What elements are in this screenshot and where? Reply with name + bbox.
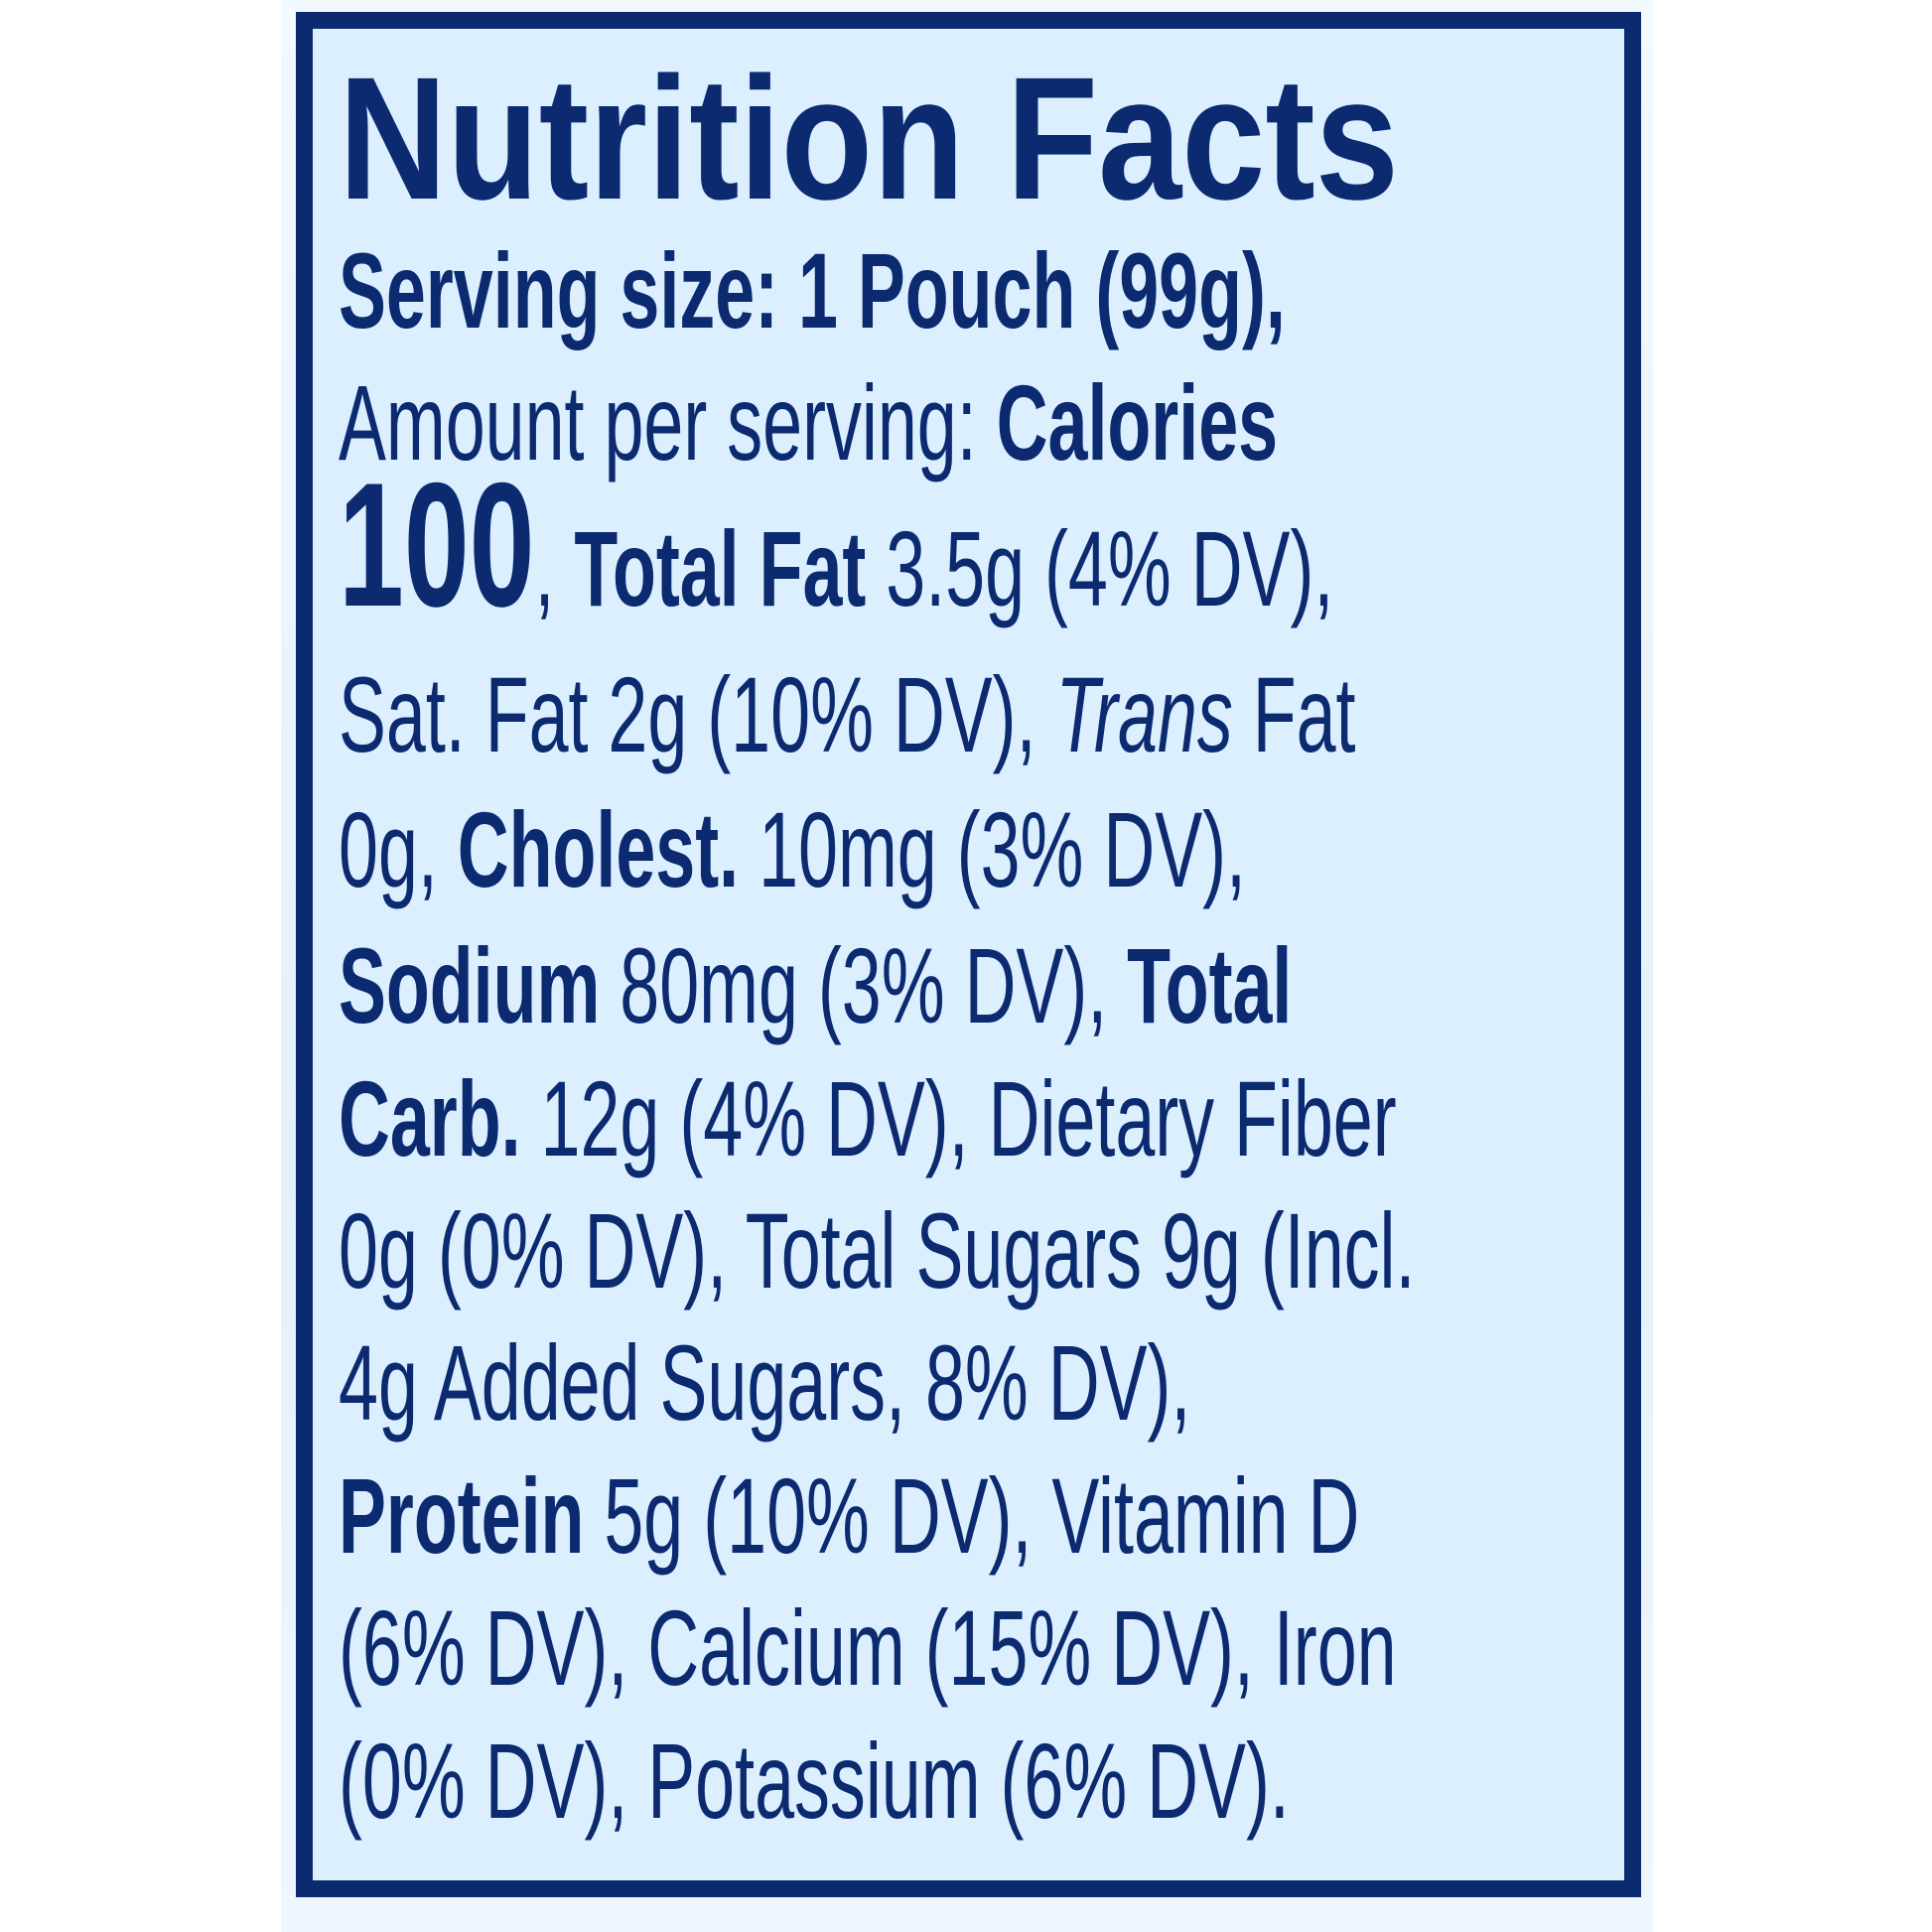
nutrient-name: Total Fat [574, 508, 867, 628]
nutrient-amount: 4g Added Sugars, 8% DV), [339, 1322, 1191, 1443]
nutrition-line: 0g, Cholest. 10mg (3% DV), [339, 796, 1246, 903]
nutrient-amount: , [534, 508, 575, 628]
nutrition-line: 4g Added Sugars, 8% DV), [339, 1329, 1190, 1437]
nutrient-amount: 12g (4% DV), Dietary Fiber [520, 1058, 1397, 1178]
nutrition-line: Amount per serving: Calories [339, 369, 1278, 477]
nutrient-amount: 0g, [339, 789, 458, 909]
nutrient-amount: Sat. Fat 2g (10% DV), [339, 654, 1056, 774]
nutrient-amount: Trans [1055, 654, 1233, 774]
nutrient-name: Carb. [339, 1058, 521, 1178]
nutrient-amount: 80mg (3% DV), [600, 925, 1128, 1045]
nutrient-name: Serving size: 1 Pouch (99g), [339, 230, 1286, 350]
nutrient-name: Cholest. [457, 789, 740, 909]
nutrient-amount: 3.5g (4% DV), [866, 508, 1334, 628]
nutrition-line: 100, Total Fat 3.5g (4% DV), [339, 457, 1333, 633]
nutrient-amount: Amount per serving: [339, 362, 997, 483]
nutrition-line: (0% DV), Potassium (6% DV). [339, 1727, 1290, 1835]
nutrition-line: Protein 5g (10% DV), Vitamin D [339, 1462, 1359, 1570]
nutrient-name: Sodium [339, 925, 601, 1045]
nutrient-name: Total [1127, 925, 1293, 1045]
nutrition-label-box [296, 12, 1641, 1897]
calories-value: 100 [339, 446, 535, 643]
nutrient-amount: 10mg (3% DV), [739, 789, 1246, 909]
nutrient-name: Protein [339, 1455, 585, 1576]
nutrition-line: Carb. 12g (4% DV), Dietary Fiber [339, 1065, 1397, 1173]
label-title: Nutrition Facts [339, 42, 1399, 236]
nutrition-line: (6% DV), Calcium (15% DV), Iron [339, 1594, 1397, 1702]
nutrition-line: Serving size: 1 Pouch (99g), [339, 237, 1286, 345]
nutrient-amount: (6% DV), Calcium (15% DV), Iron [339, 1587, 1397, 1708]
nutrient-amount: Fat [1232, 654, 1356, 774]
nutrient-amount: (0% DV), Potassium (6% DV). [339, 1721, 1290, 1841]
nutrient-amount: 5g (10% DV), Vitamin D [584, 1455, 1360, 1576]
nutrient-name: Calories [996, 362, 1279, 483]
nutrition-line: Sodium 80mg (3% DV), Total [339, 932, 1292, 1039]
nutrition-line: 0g (0% DV), Total Sugars 9g (Incl. [339, 1197, 1415, 1305]
nutrient-amount: 0g (0% DV), Total Sugars 9g (Incl. [339, 1190, 1416, 1311]
nutrition-line: Sat. Fat 2g (10% DV), Trans Fat [339, 661, 1355, 768]
